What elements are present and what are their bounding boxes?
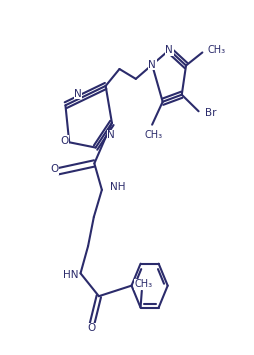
Text: N: N: [74, 89, 82, 99]
Text: HN: HN: [62, 270, 78, 280]
Text: O: O: [50, 164, 58, 174]
Text: NH: NH: [110, 182, 125, 192]
Text: N: N: [107, 130, 115, 140]
Text: CH₃: CH₃: [134, 279, 152, 289]
Text: Br: Br: [205, 108, 216, 118]
Text: O: O: [60, 136, 69, 146]
Text: N: N: [165, 45, 173, 55]
Text: O: O: [88, 323, 96, 333]
Text: CH₃: CH₃: [144, 130, 163, 140]
Text: CH₃: CH₃: [208, 45, 226, 55]
Text: N: N: [148, 60, 156, 70]
